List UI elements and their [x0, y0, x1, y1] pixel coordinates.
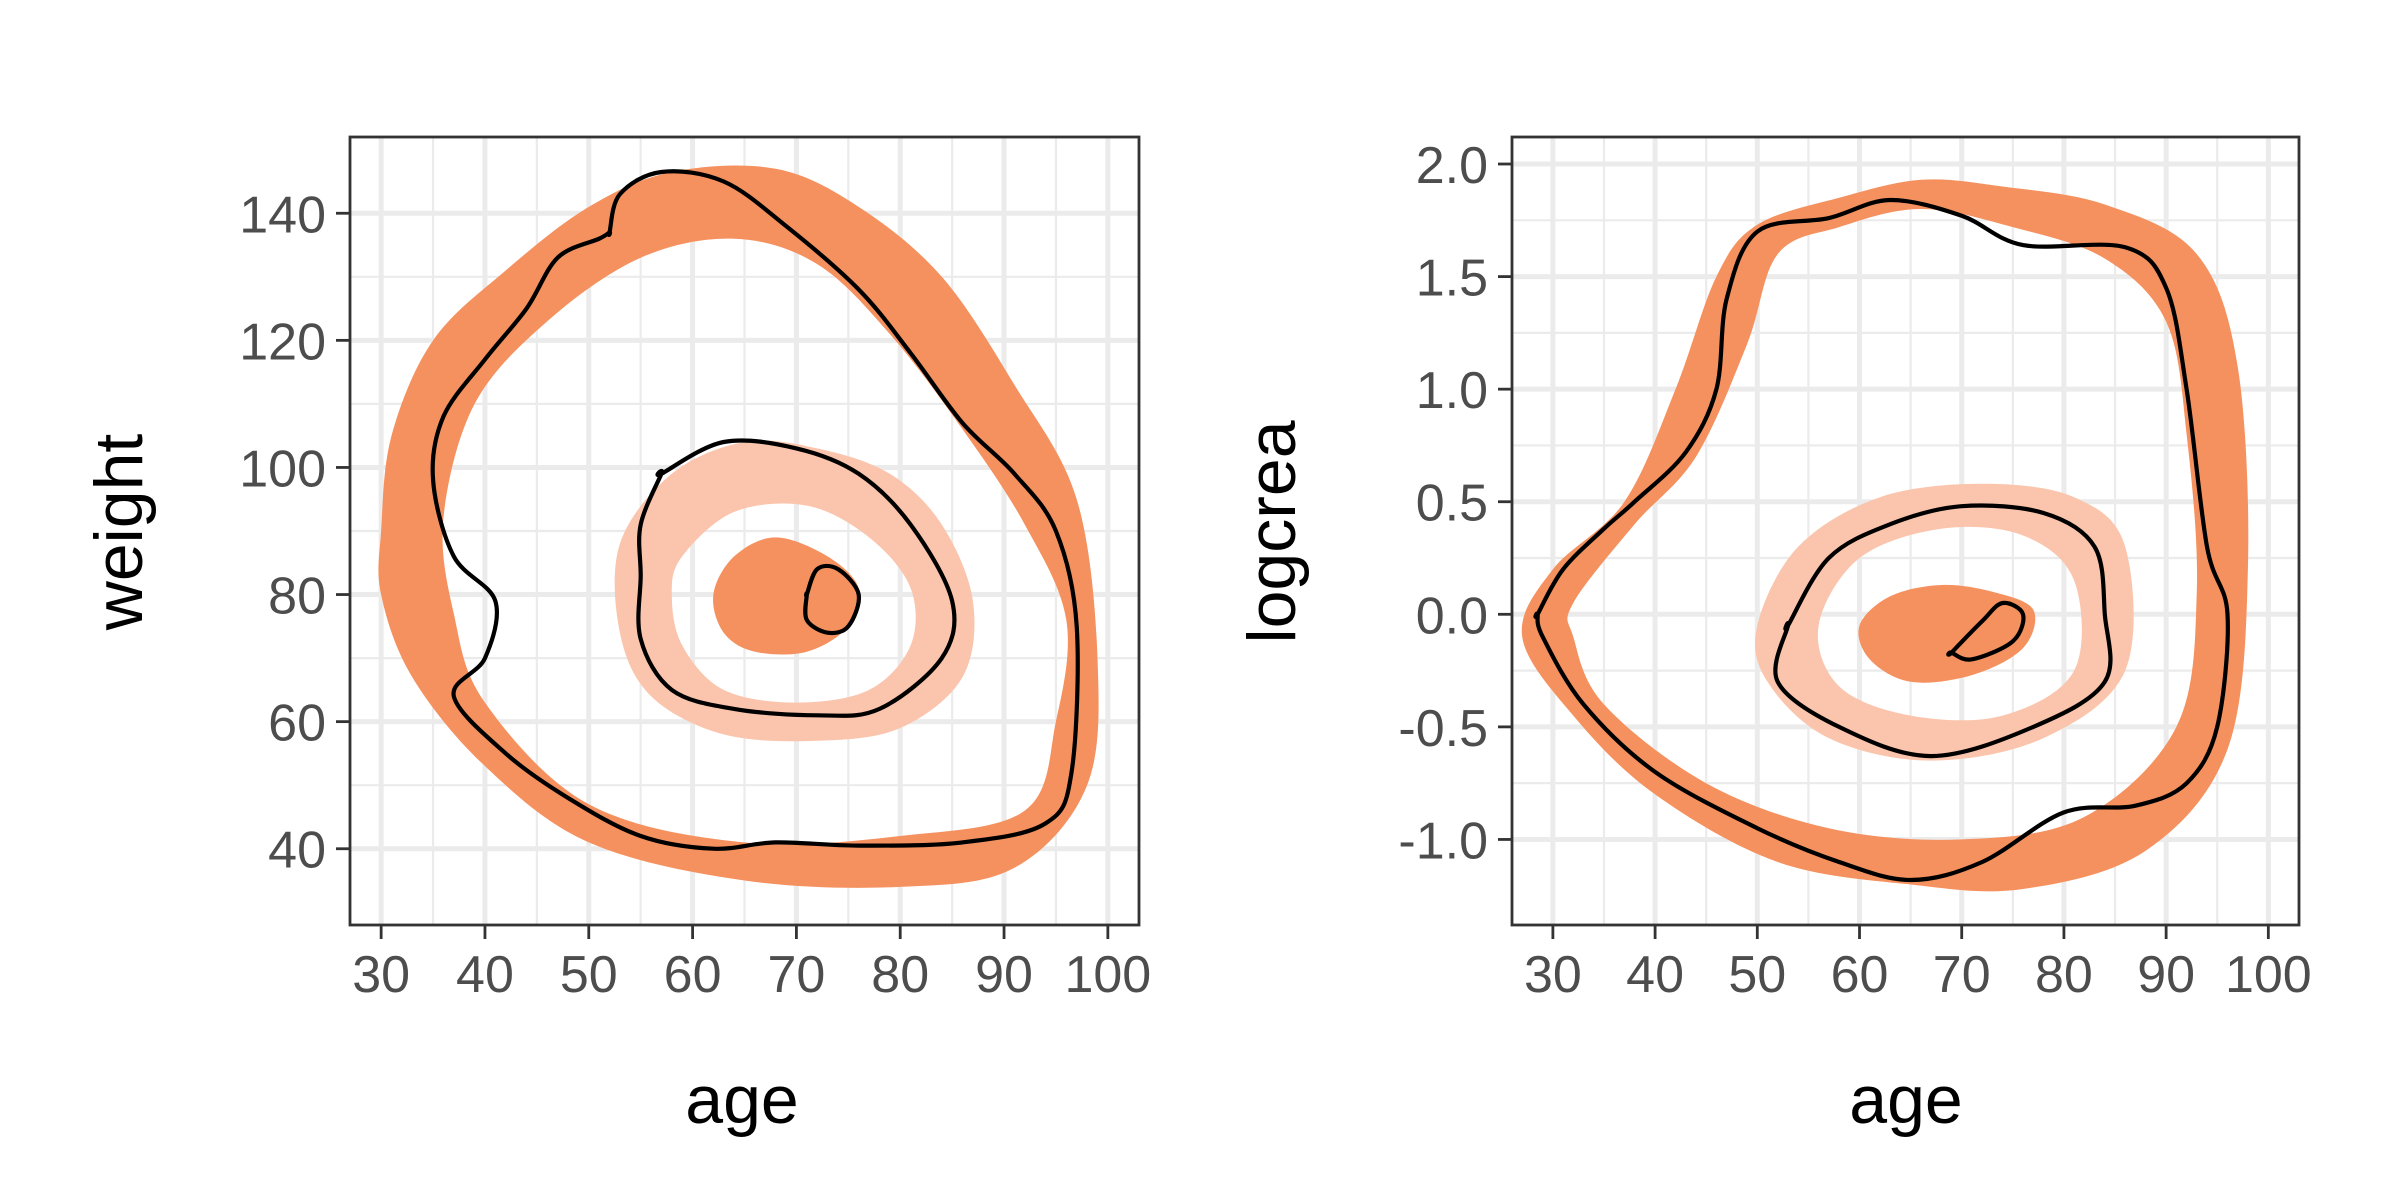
y-tick-label: 120 — [239, 313, 326, 371]
hdr-band-middle — [614, 440, 975, 742]
x-tick-label: 90 — [2137, 946, 2195, 1004]
x-axis-title: age — [685, 1062, 798, 1138]
x-tick-label: 70 — [767, 946, 825, 1004]
y-tick-label: 80 — [268, 568, 326, 626]
panel-weight-vs-age: 30 40 50 60 70 80 90 100 40 60 80 100 120 140 age wei… — [81, 135, 1151, 1138]
axes: 30 40 50 60 70 80 90 100 -1.0 -0.5 0.0 0.5 1.0 1.5 2.0 — [1398, 137, 2311, 1004]
data-layer — [378, 165, 1099, 888]
y-tick-label: 140 — [239, 186, 326, 244]
x-tick-label: 40 — [456, 946, 514, 1004]
contour-line-1 — [1533, 197, 2230, 883]
contour-line-2 — [636, 438, 957, 718]
contour-line-3 — [803, 563, 862, 636]
panel-border — [1510, 135, 2301, 927]
x-tick-label: 80 — [871, 946, 929, 1004]
y-tick-label: 60 — [268, 695, 326, 753]
y-tick-label: 2.0 — [1416, 137, 1488, 195]
plot-area: 30 40 50 60 70 80 90 100 -1.0 -0.5 0.0 0.5 1.0 1.5 2.0 — [1398, 135, 2312, 1004]
y-tick-label: -0.5 — [1398, 700, 1488, 758]
plot-area: 30 40 50 60 70 80 90 100 40 60 80 100 120 140 — [239, 135, 1151, 1004]
x-tick-label: 50 — [1728, 946, 1786, 1004]
y-axis-title: weight — [81, 434, 157, 632]
hdr-band-middle — [1755, 483, 2134, 761]
y-tick-label: 0.0 — [1416, 587, 1488, 645]
y-axis-title: logcrea — [1234, 420, 1310, 643]
x-tick-label: 50 — [560, 946, 618, 1004]
hdr-band-outer — [1521, 179, 2249, 892]
x-tick-label: 60 — [1831, 946, 1889, 1004]
x-tick-label: 90 — [975, 946, 1033, 1004]
axes: 30 40 50 60 70 80 90 100 40 60 80 100 120 140 — [239, 186, 1151, 1004]
y-tick-label: 40 — [268, 822, 326, 880]
x-tick-label: 30 — [352, 946, 410, 1004]
data-layer — [1521, 179, 2249, 892]
contour-line-1 — [430, 169, 1080, 851]
x-tick-label: 70 — [1933, 946, 1991, 1004]
panel-logcrea-vs-age: 30 40 50 60 70 80 90 100 -1.0 -0.5 0.0 0.5 1.0 1.5 2.0… — [1234, 135, 2312, 1138]
x-axis-title: age — [1849, 1062, 1962, 1138]
y-tick-label: 0.5 — [1416, 475, 1488, 533]
panel-border — [348, 135, 1141, 927]
hdr-band-outer — [378, 165, 1099, 888]
y-tick-label: -1.0 — [1398, 812, 1488, 870]
x-tick-label: 40 — [1626, 946, 1684, 1004]
x-tick-label: 60 — [664, 946, 722, 1004]
contour-line-2 — [1773, 503, 2113, 759]
x-tick-label: 30 — [1524, 946, 1582, 1004]
contour-line-3 — [1946, 600, 2026, 662]
y-tick-label: 1.5 — [1416, 250, 1488, 308]
x-tick-label: 80 — [2035, 946, 2093, 1004]
y-tick-label: 1.0 — [1416, 362, 1488, 420]
y-tick-label: 100 — [239, 440, 326, 498]
x-tick-label: 100 — [1064, 946, 1151, 1004]
x-tick-label: 100 — [2225, 946, 2312, 1004]
